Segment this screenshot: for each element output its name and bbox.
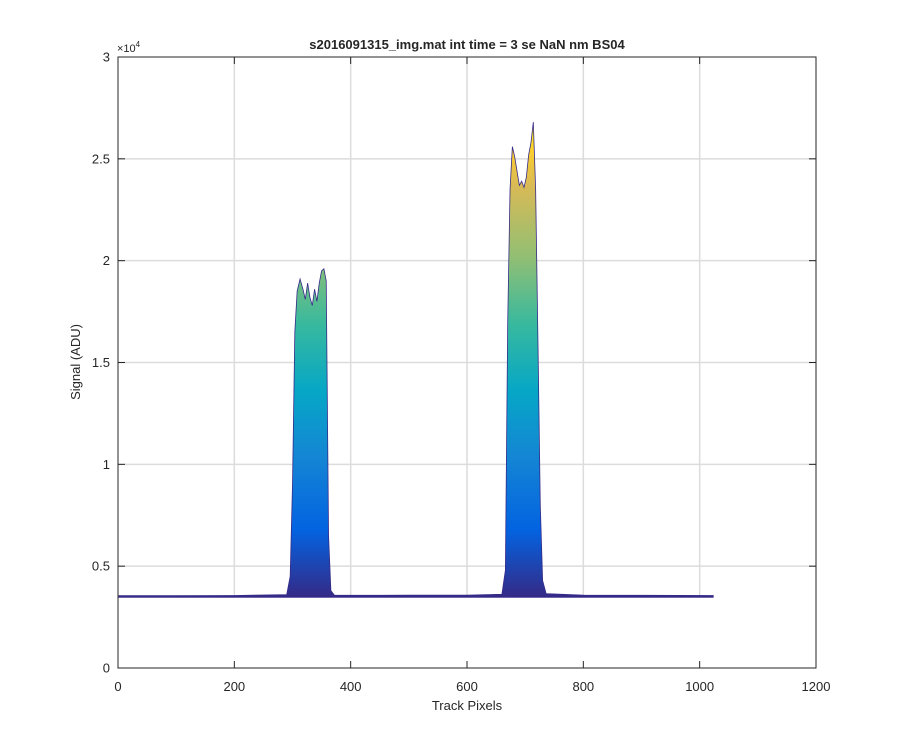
x-tick-label: 200 <box>223 679 245 694</box>
y-tick-label: 0 <box>103 661 110 676</box>
y-tick-label: 3 <box>103 50 110 65</box>
x-tick-label: 1000 <box>685 679 714 694</box>
x-axis-label: Track Pixels <box>432 698 503 713</box>
axis-ticks: 0 200 400 600 800 1000 1200 0 0.5 1 1.5 2 2.5 3 <box>92 50 831 695</box>
y-tick-label: 0.5 <box>92 559 110 574</box>
y-exponent-base: ×10 <box>117 43 136 55</box>
x-tick-label: 600 <box>456 679 478 694</box>
y-tick-label: 1 <box>103 457 110 472</box>
y-axis-label: Signal (ADU) <box>68 324 83 400</box>
y-tick-label: 2.5 <box>92 151 110 166</box>
grid-lines <box>118 57 816 668</box>
x-tick-label: 0 <box>114 679 121 694</box>
below-baseline-mask <box>118 597 816 668</box>
x-tick-label: 400 <box>340 679 362 694</box>
y-tick-label: 1.5 <box>92 355 110 370</box>
series-layer <box>118 122 816 668</box>
y-exponent-power: 4 <box>136 40 141 49</box>
chart-title: s2016091315_img.mat int time = 3 se NaN … <box>309 37 625 52</box>
x-tick-label: 1200 <box>802 679 831 694</box>
y-exponent-label: ×104 <box>117 40 141 55</box>
x-tick-label: 800 <box>572 679 594 694</box>
series-line <box>118 122 714 597</box>
y-tick-label: 2 <box>103 253 110 268</box>
